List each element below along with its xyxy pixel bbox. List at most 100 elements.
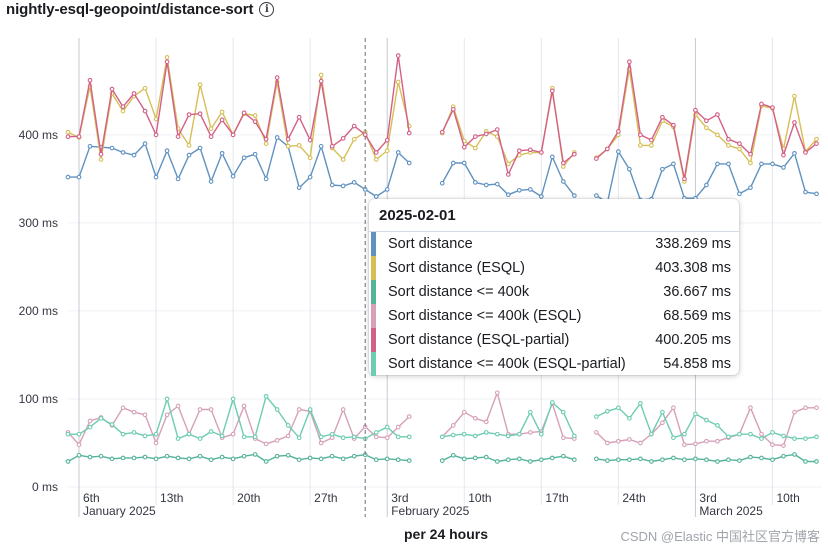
data-point — [792, 93, 797, 99]
data-point — [164, 396, 170, 402]
data-point — [186, 456, 192, 462]
data-point — [748, 431, 753, 437]
data-point — [682, 176, 687, 182]
data-point — [252, 151, 258, 157]
data-point — [120, 405, 126, 411]
data-point — [704, 438, 709, 444]
data-point — [208, 407, 214, 412]
data-point — [263, 141, 269, 146]
data-point — [208, 179, 214, 184]
data-point — [594, 414, 599, 419]
data-point — [616, 128, 621, 134]
data-point — [186, 152, 192, 158]
data-point — [472, 433, 478, 439]
data-point — [263, 393, 269, 399]
x-tick-label: 17th — [545, 491, 568, 505]
tooltip-divider — [369, 231, 739, 232]
data-point — [285, 433, 291, 439]
data-point — [87, 143, 93, 149]
data-point — [770, 442, 775, 448]
series-line — [67, 405, 410, 446]
data-point — [175, 403, 181, 409]
data-point — [395, 79, 401, 85]
tooltip-row: Sort distance <= 400k (ESQL-partial) 54.8… — [369, 352, 739, 376]
data-point — [781, 433, 786, 439]
data-point — [98, 151, 104, 157]
data-point — [208, 134, 214, 139]
chart-title-row: nightly-esql-geopoint/distance-sort i — [6, 1, 275, 18]
data-point — [726, 136, 731, 142]
data-point — [516, 148, 522, 154]
data-point — [131, 409, 137, 415]
data-point — [803, 459, 808, 464]
data-point — [406, 458, 412, 463]
data-point — [560, 435, 566, 441]
data-point — [351, 453, 357, 459]
data-point — [759, 455, 764, 461]
data-point — [109, 145, 115, 151]
data-point — [142, 454, 148, 460]
data-point — [693, 107, 698, 113]
x-tick-sublabel: February 2025 — [391, 504, 469, 518]
data-point — [781, 165, 786, 170]
data-point — [241, 453, 247, 459]
data-point — [241, 403, 247, 409]
data-point — [318, 434, 324, 440]
y-tick-label: 300 ms — [19, 216, 58, 230]
info-icon[interactable]: i — [259, 2, 275, 17]
data-point — [373, 430, 379, 435]
data-point — [594, 193, 599, 198]
data-point — [230, 431, 236, 437]
series-line — [68, 395, 410, 440]
data-point — [329, 143, 335, 149]
data-point — [296, 143, 302, 148]
series-color-swatch — [371, 232, 376, 256]
data-point — [638, 401, 643, 406]
data-point — [748, 160, 753, 166]
data-point — [527, 187, 533, 192]
data-point — [682, 442, 687, 448]
data-point — [307, 137, 313, 143]
data-point — [329, 431, 335, 437]
tooltip-series-value: 338.269 ms — [655, 236, 731, 252]
data-point — [307, 455, 313, 461]
data-point — [296, 457, 302, 463]
tooltip-series-value: 403.308 ms — [655, 260, 731, 276]
data-point — [726, 434, 731, 440]
data-point — [208, 429, 214, 434]
data-point — [131, 91, 137, 96]
x-tick-label: 3rd — [391, 491, 408, 505]
data-point — [252, 434, 258, 440]
data-point — [340, 407, 346, 412]
data-point — [252, 113, 258, 118]
data-point — [792, 436, 797, 441]
data-point — [87, 424, 93, 430]
data-point — [605, 440, 610, 446]
data-point — [87, 418, 93, 424]
data-point — [649, 459, 654, 464]
data-point — [759, 161, 764, 167]
tooltip-row: Sort distance 338.269 ms — [369, 232, 739, 256]
data-point — [373, 194, 379, 199]
tooltip-series-name: Sort distance <= 400k (ESQL-partial) — [388, 356, 626, 372]
data-point — [748, 151, 753, 157]
data-point — [483, 182, 489, 188]
series-line — [68, 54, 410, 155]
data-point — [715, 132, 720, 138]
data-point — [560, 179, 566, 184]
data-point — [153, 116, 159, 122]
data-point — [384, 456, 390, 462]
data-point — [142, 141, 148, 146]
x-tick-label: 27th — [314, 491, 337, 505]
y-tick-label: 0 ms — [32, 480, 58, 494]
data-point — [693, 441, 698, 447]
data-point — [406, 434, 412, 440]
data-point — [704, 118, 709, 124]
chart-title: nightly-esql-geopoint/distance-sort — [6, 1, 254, 18]
data-point — [494, 390, 500, 396]
data-point — [219, 117, 225, 123]
data-point — [638, 132, 643, 138]
data-point — [715, 112, 720, 117]
data-point — [186, 431, 192, 437]
